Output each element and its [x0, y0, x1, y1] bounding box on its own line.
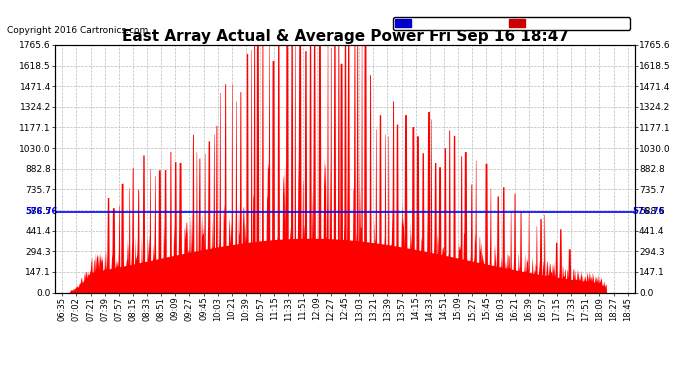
Title: East Array Actual & Average Power Fri Sep 16 18:47: East Array Actual & Average Power Fri Se…	[121, 29, 569, 44]
Text: 576.76: 576.76	[26, 207, 58, 216]
Text: Copyright 2016 Cartronics.com: Copyright 2016 Cartronics.com	[7, 26, 148, 35]
Legend: Average  (DC Watts), East Array  (DC Watts): Average (DC Watts), East Array (DC Watts…	[393, 17, 630, 30]
Text: 576.76: 576.76	[632, 207, 664, 216]
